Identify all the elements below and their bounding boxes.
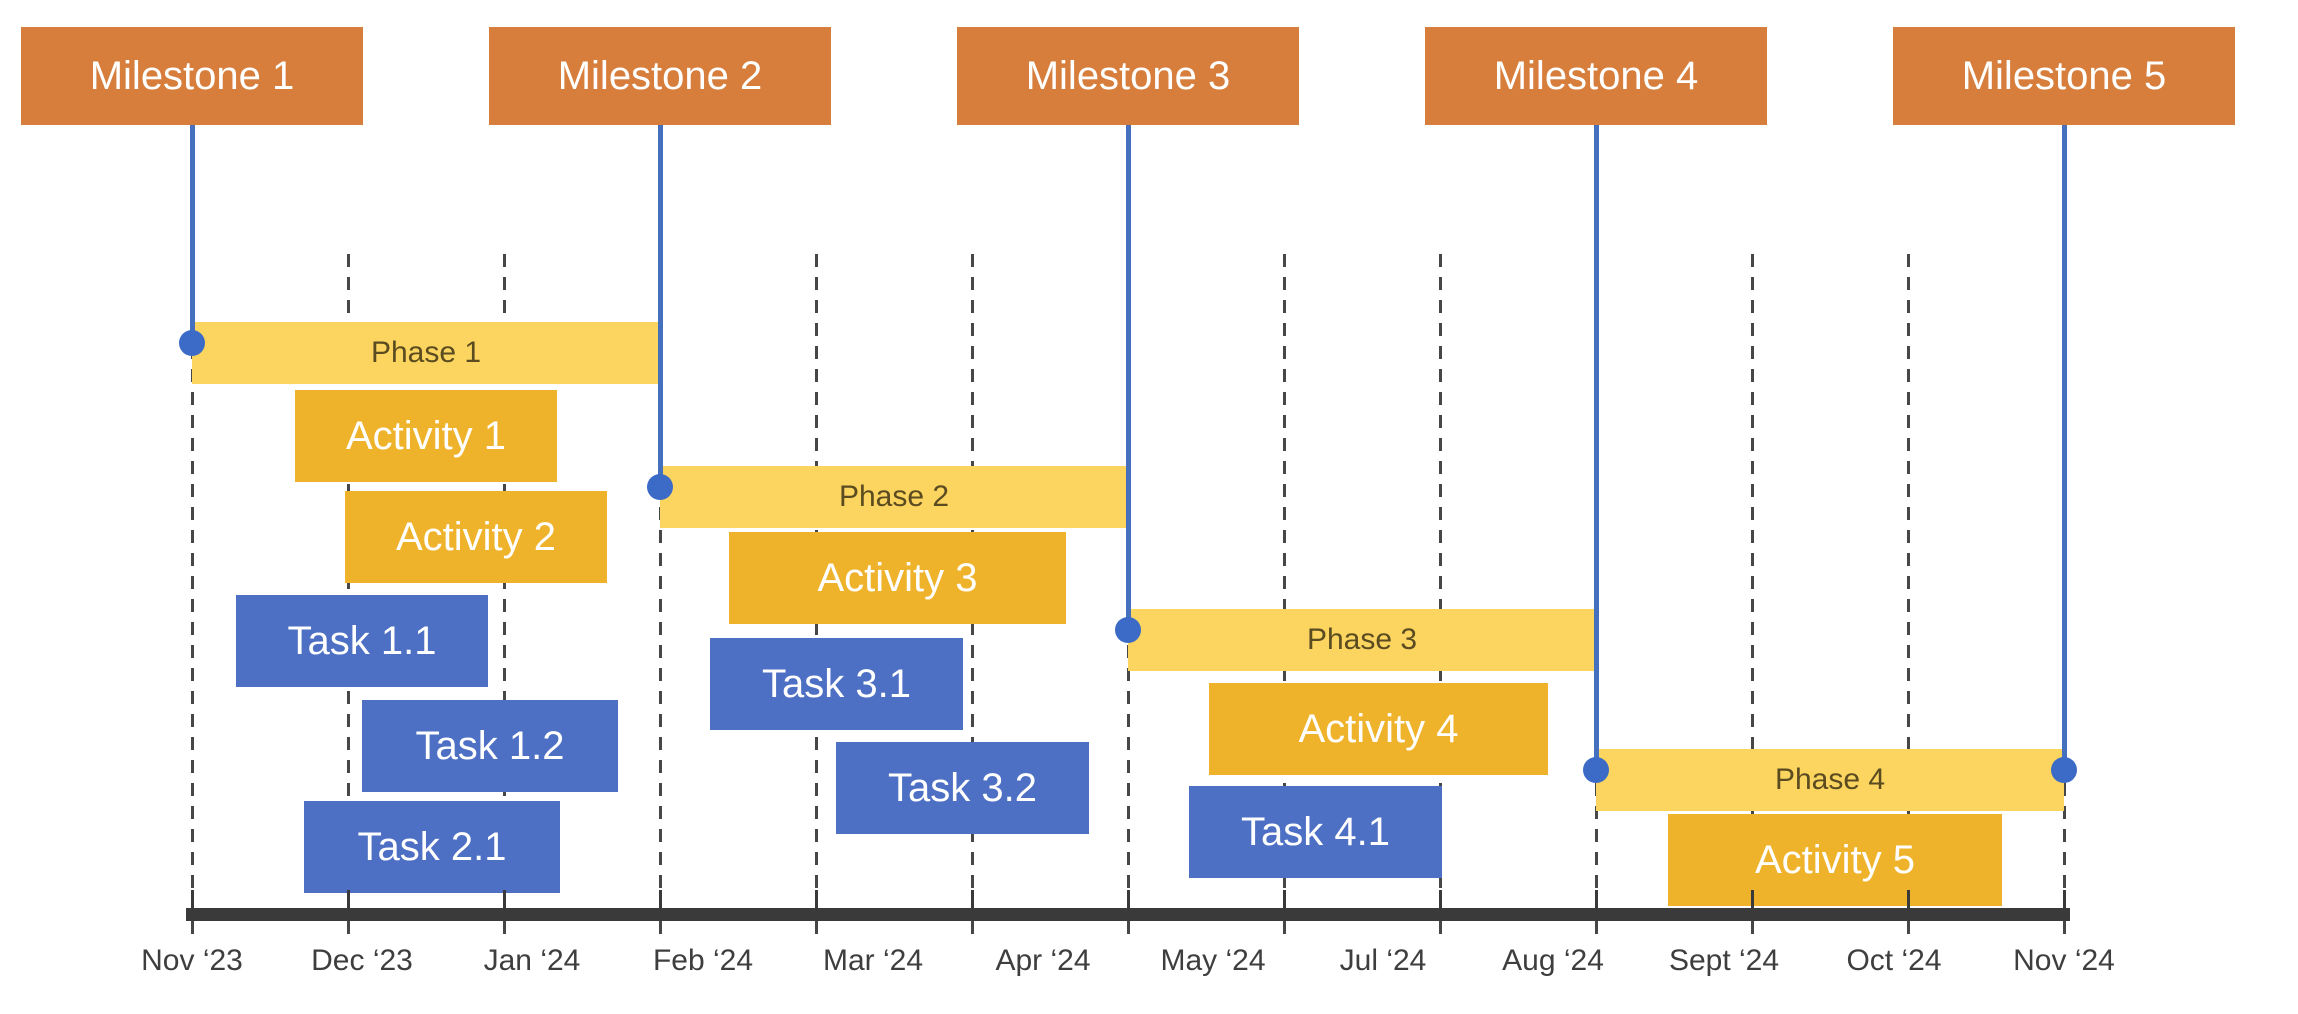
- gridline-7: [1283, 254, 1286, 938]
- milestone-1-box: Milestone 1: [21, 27, 363, 125]
- month-label-oct-24: Oct ‘24: [1846, 944, 1942, 977]
- month-label-jul-24: Jul ‘24: [1339, 944, 1427, 977]
- milestone-3-box: Milestone 3: [957, 27, 1299, 125]
- milestone-4-drop-line: [1594, 124, 1599, 770]
- axis-tick-9: [1595, 890, 1598, 908]
- activity-3-bar: Activity 3: [729, 532, 1066, 624]
- axis-tick-5: [971, 890, 974, 908]
- gridline-11: [1907, 254, 1910, 938]
- milestone-4-dot: [1583, 757, 1609, 783]
- axis-tick-6: [1127, 890, 1130, 908]
- gridline-8: [1439, 254, 1442, 938]
- task-4-1-bar: Task 4.1: [1189, 786, 1442, 878]
- timeline-axis: [186, 908, 2070, 921]
- activity-5-bar: Activity 5: [1668, 814, 2002, 906]
- axis-tick-3: [659, 890, 662, 908]
- month-label-dec-23: Dec ‘23: [311, 944, 413, 977]
- axis-tick-0: [191, 890, 194, 908]
- gridline-10: [1751, 254, 1754, 938]
- axis-tick-7: [1283, 890, 1286, 908]
- phase-2-bar: Phase 2: [660, 466, 1128, 528]
- milestone-1-dot: [179, 330, 205, 356]
- phase-1-bar: Phase 1: [192, 322, 660, 384]
- axis-tick-4: [815, 890, 818, 908]
- milestone-4-box: Milestone 4: [1425, 27, 1767, 125]
- task-1-1-bar: Task 1.1: [236, 595, 488, 687]
- phase-3-bar: Phase 3: [1128, 609, 1596, 671]
- month-label-mar-24: Mar ‘24: [822, 944, 924, 977]
- activity-4-bar: Activity 4: [1209, 683, 1548, 775]
- milestone-5-box: Milestone 5: [1893, 27, 2235, 125]
- milestone-5-dot: [2051, 757, 2077, 783]
- task-3-1-bar: Task 3.1: [710, 638, 963, 730]
- milestone-2-dot: [647, 474, 673, 500]
- month-label-jan-24: Jan ‘24: [483, 944, 581, 977]
- milestone-2-drop-line: [658, 124, 663, 487]
- task-3-2-bar: Task 3.2: [836, 742, 1089, 834]
- month-label-may-24: May ‘24: [1160, 944, 1266, 977]
- task-2-1-bar: Task 2.1: [304, 801, 560, 893]
- gridline-3: [659, 254, 662, 938]
- axis-tick-2: [503, 890, 506, 908]
- gridline-2: [503, 254, 506, 938]
- milestone-5-drop-line: [2062, 124, 2067, 770]
- month-label-apr-24: Apr ‘24: [995, 944, 1091, 977]
- axis-tick-8: [1439, 890, 1442, 908]
- month-label-feb-24: Feb ‘24: [652, 944, 754, 977]
- milestone-3-drop-line: [1126, 124, 1131, 630]
- axis-tick-10: [1751, 890, 1754, 908]
- gridline-0: [191, 254, 194, 938]
- milestone-3-dot: [1115, 617, 1141, 643]
- month-label-sept-24: Sept ‘24: [1668, 944, 1780, 977]
- axis-tick-12: [2063, 890, 2066, 908]
- month-label-nov-23: Nov ‘23: [141, 944, 243, 977]
- phase-4-bar: Phase 4: [1596, 749, 2064, 811]
- milestone-2-box: Milestone 2: [489, 27, 831, 125]
- month-label-nov-24: Nov ‘24: [2013, 944, 2115, 977]
- milestone-1-drop-line: [190, 124, 195, 343]
- task-1-2-bar: Task 1.2: [362, 700, 618, 792]
- activity-1-bar: Activity 1: [295, 390, 557, 482]
- axis-tick-11: [1907, 890, 1910, 908]
- month-label-aug-24: Aug ‘24: [1502, 944, 1604, 977]
- activity-2-bar: Activity 2: [345, 491, 607, 583]
- axis-tick-1: [347, 890, 350, 908]
